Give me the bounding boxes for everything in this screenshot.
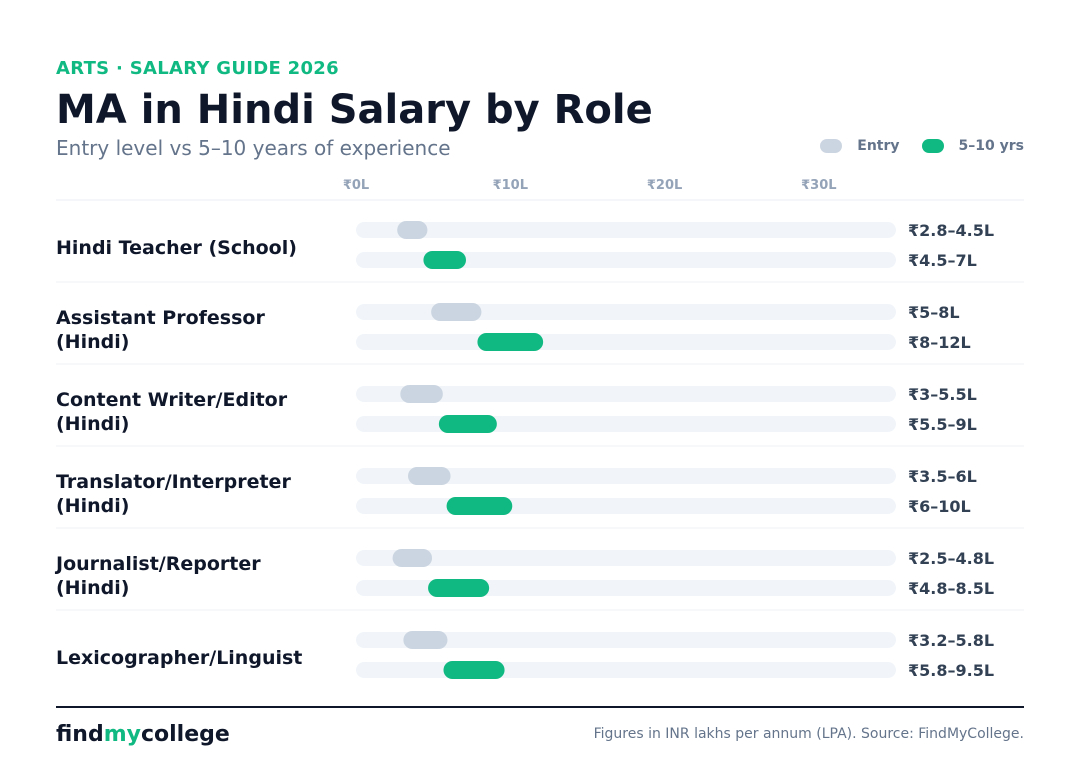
category-label: (Hindi) <box>56 495 129 517</box>
bar-experienced <box>438 415 497 433</box>
category-label: Lexicographer/Linguist <box>56 647 302 669</box>
bar-entry <box>397 221 428 239</box>
bar-track <box>356 632 896 648</box>
category-label: Journalist/Reporter <box>54 553 261 575</box>
brand-text-my: my <box>103 722 141 747</box>
bar-track <box>356 662 896 678</box>
bar-experienced <box>423 251 466 269</box>
legend-swatch-experienced <box>921 139 944 153</box>
bar-track <box>356 416 896 432</box>
bar-entry <box>400 385 443 403</box>
data-label: ₹8–12L <box>908 333 971 352</box>
legend-label-experienced: 5–10 yrs <box>958 138 1024 154</box>
category-label: (Hindi) <box>56 331 129 353</box>
category-label: (Hindi) <box>56 577 129 599</box>
data-label: ₹5.8–9.5L <box>908 661 994 680</box>
bar-entry <box>392 549 433 567</box>
data-label: ₹4.5–7L <box>908 251 977 270</box>
chart-subtitle: Entry level vs 5–10 years of experience <box>56 136 451 160</box>
category-label: (Hindi) <box>56 413 129 435</box>
x-tick-label: ₹10L <box>493 178 528 193</box>
bar-track <box>356 550 896 566</box>
bar-experienced <box>446 497 513 515</box>
bar-track <box>356 386 896 402</box>
brand-text-college: college <box>140 722 230 747</box>
data-label: ₹3.5–6L <box>908 467 977 486</box>
data-label: ₹5.5–9L <box>908 415 977 434</box>
legend-label-entry: Entry <box>857 138 900 154</box>
x-tick-label: ₹30L <box>801 178 836 193</box>
chart-legend: Entry 5–10 yrs <box>820 138 1024 154</box>
bar-track <box>356 334 896 350</box>
salary-range-chart: ₹0L ₹10L ₹20L ₹30L Hindi Teacher (School) ₹2.… <box>54 178 1024 680</box>
data-label: ₹2.5–4.8L <box>908 549 994 568</box>
category-label: Translator/Interpreter <box>56 471 291 493</box>
source-note: Figures in INR lakhs per annum (LPA). So… <box>593 726 1024 742</box>
bar-experienced <box>428 579 490 597</box>
x-tick-label: ₹20L <box>647 178 682 193</box>
data-label: ₹4.8–8.5L <box>908 579 994 598</box>
bar-entry <box>431 303 482 321</box>
data-label: ₹3.2–5.8L <box>908 631 994 650</box>
chart-kicker: ARTS · SALARY GUIDE 2026 <box>56 58 339 79</box>
data-label: ₹2.8–4.5L <box>908 221 994 240</box>
bar-track <box>356 252 896 268</box>
bar-entry <box>403 631 448 649</box>
data-label: ₹3–5.5L <box>908 385 977 404</box>
bar-entry <box>408 467 451 485</box>
data-label: ₹6–10L <box>908 497 971 516</box>
chart-title: MA in Hindi Salary by Role <box>56 87 653 133</box>
bar-experienced <box>477 333 544 351</box>
brand-text-find: find <box>56 722 104 747</box>
x-tick-label: ₹0L <box>343 178 369 193</box>
legend-swatch-entry <box>820 139 843 153</box>
footer-divider <box>56 706 1024 708</box>
category-label: Assistant Professor <box>56 307 265 329</box>
bar-track <box>356 498 896 514</box>
data-label: ₹5–8L <box>908 303 960 322</box>
bar-track <box>356 468 896 484</box>
category-label: Content Writer/Editor <box>56 389 288 411</box>
bar-track <box>356 222 896 238</box>
bar-track <box>356 580 896 596</box>
brand-logo: findmycollege <box>56 722 230 747</box>
category-label: Hindi Teacher (School) <box>56 237 297 259</box>
bar-track <box>356 304 896 320</box>
bar-experienced <box>443 661 505 679</box>
